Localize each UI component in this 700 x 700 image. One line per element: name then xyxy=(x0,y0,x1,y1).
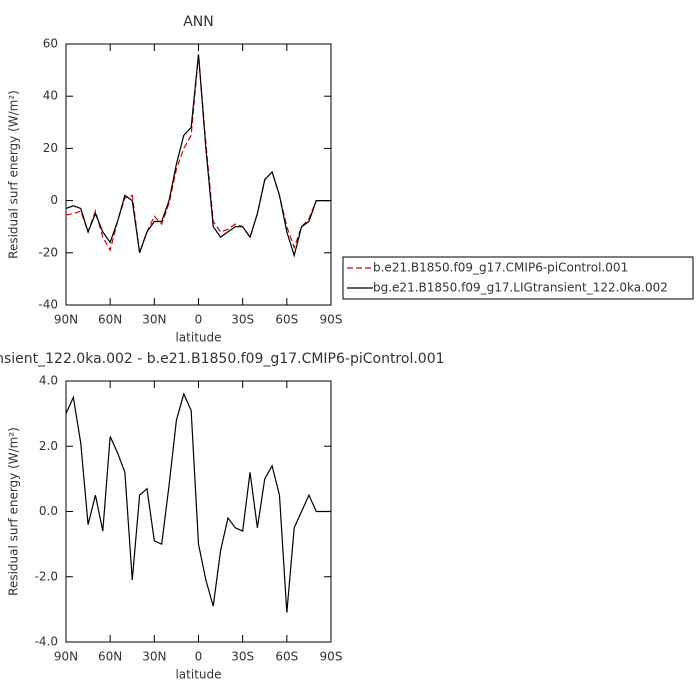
y-tick-label: -20 xyxy=(38,245,58,259)
x-tick-label: 90S xyxy=(320,650,343,664)
data-line xyxy=(65,54,331,253)
x-tick-label: 60N xyxy=(98,650,122,664)
y-axis-label: Residual surf energy (W/m²) xyxy=(7,90,21,259)
y-tick-label: 20 xyxy=(43,141,58,155)
plot-frame xyxy=(65,43,332,306)
y-tick-label: 0.0 xyxy=(39,504,58,518)
x-axis-label: latitude xyxy=(175,668,221,682)
chart-title: ANN xyxy=(183,14,214,30)
x-tick-label: 60S xyxy=(275,650,298,664)
y-tick-label: 4.0 xyxy=(39,374,58,388)
y-tick-label: 0 xyxy=(50,193,58,207)
legend-box xyxy=(342,256,694,300)
y-tick-label: 40 xyxy=(43,89,58,103)
y-tick-label: -40 xyxy=(38,298,58,312)
y-tick-label: -2.0 xyxy=(35,569,58,583)
chart-title: LIGtransient_122.0ka.002 - b.e21.B1850.f… xyxy=(0,351,445,367)
plot-frame xyxy=(65,380,332,643)
y-axis-label: Residual surf energy (W/m²) xyxy=(7,427,21,596)
y-tick-label: -4.0 xyxy=(35,635,58,649)
x-tick-label: 90N xyxy=(54,313,78,327)
x-tick-label: 60N xyxy=(98,313,122,327)
legend-label: b.e21.B1850.f09_g17.CMIP6-piControl.001 xyxy=(373,261,628,275)
x-tick-label: 90N xyxy=(54,650,78,664)
data-line xyxy=(65,392,331,613)
x-tick-label: 60S xyxy=(275,313,298,327)
data-line xyxy=(65,54,331,258)
y-tick-label: 2.0 xyxy=(39,439,58,453)
x-tick-label: 30N xyxy=(142,650,166,664)
x-tick-label: 90S xyxy=(320,313,343,327)
x-tick-label: 30S xyxy=(231,650,254,664)
x-axis-label: latitude xyxy=(175,331,221,345)
y-tick-label: 60 xyxy=(43,37,58,51)
x-tick-label: 0 xyxy=(195,650,203,664)
x-tick-label: 0 xyxy=(195,313,203,327)
legend-label: bg.e21.B1850.f09_g17.LIGtransient_122.0k… xyxy=(373,281,668,295)
x-tick-label: 30N xyxy=(142,313,166,327)
x-tick-label: 30S xyxy=(231,313,254,327)
